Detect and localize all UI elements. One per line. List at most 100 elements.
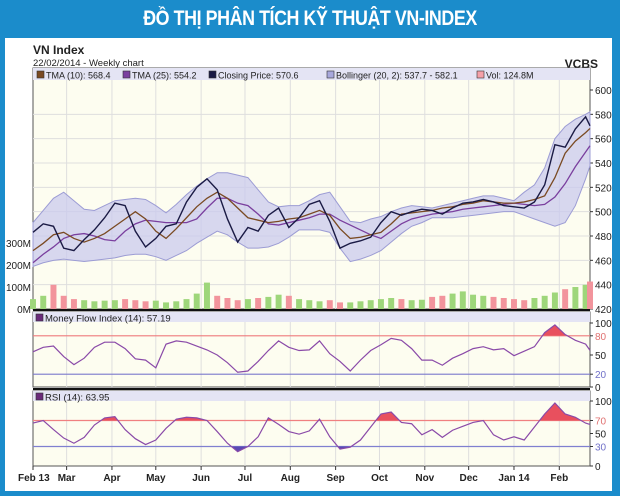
price-tick-label: 560 [595,135,612,146]
mfi-tick-label: 100 [595,319,612,330]
price-tick-label: 500 [595,208,612,219]
x-tick-label: Mar [58,473,76,484]
x-tick-label: Nov [415,473,434,484]
volume-bar [418,299,425,309]
price-tick-label: 520 [595,183,612,194]
volume-bar [30,299,36,309]
volume-bar [357,301,364,309]
legend-swatch [326,70,335,79]
rsi-line [32,402,591,453]
volume-bar [521,300,528,309]
price-tick-label: 420 [595,305,612,316]
mfi-tick-label: 50 [595,351,607,362]
volume-bar [224,298,231,309]
volume-bar [562,289,569,309]
volume-bar [111,300,118,309]
legend-bar [33,68,590,80]
rsi-tick-label: 70 [595,417,607,428]
volume-bar [541,295,548,309]
rsi-tick-label: 100 [595,397,612,408]
volume-bar [500,298,507,309]
volume-bar [408,300,415,309]
volume-bar [132,300,139,309]
volume-bar [367,300,374,309]
volume-bar [244,299,251,309]
rsi-header-bar [33,391,590,401]
rsi-legend-label: RSI (14): 63.95 [45,393,109,404]
volume-bar [316,301,323,309]
legend-swatch [122,70,131,79]
volume-bar [40,295,47,309]
legend-label: TMA (10): 568.4 [46,71,111,81]
volume-bar [587,281,593,309]
volume-bar [193,293,200,309]
x-tick-label: Jun [192,473,210,484]
volume-bar [163,302,170,309]
volume-tick-label: 100M [6,283,31,294]
price-tick-label: 540 [595,159,612,170]
x-tick-label: Feb [550,473,568,484]
volume-bar [122,299,129,309]
rsi-tick-label: 0 [595,462,601,473]
volume-bar [480,295,487,309]
price-tick-label: 480 [595,232,612,243]
volume-bar [429,296,436,309]
volume-bar [439,295,446,309]
x-tick-label: Oct [371,473,388,484]
volume-bar [255,298,262,309]
legend-swatch [36,70,45,79]
volume-bar [510,299,517,309]
price-tick-label: 580 [595,110,612,121]
x-tick-label: Dec [459,473,478,484]
x-tick-label: Feb 13 [18,473,50,484]
volume-bar [183,299,190,309]
legend-label: Vol: 124.8M [486,71,534,81]
mfi-tick-label: 80 [595,332,607,343]
volume-bar [50,284,57,309]
volume-bar [470,294,477,309]
volume-bar [531,298,538,309]
volume-bar [490,296,497,309]
volume-bar [60,295,67,309]
mfi-tick-label: 20 [595,370,607,381]
page-title: ĐỒ THỊ PHÂN TÍCH KỸ THUẬT VN-INDEX [143,7,477,30]
volume-tick-label: 200M [6,261,31,272]
volume-bar [91,301,98,309]
legend-label: Closing Price: 570.6 [218,71,299,81]
volume-bar [152,300,159,309]
volume-bar [296,299,303,309]
x-tick-label: Sep [326,473,344,484]
chart-title: VN Index [33,43,85,57]
volume-bar [173,301,180,309]
volume-bar [142,301,149,309]
volume-bar [234,300,241,309]
legend-swatch [208,70,217,79]
legend-label: Bollinger (20, 2): 537.7 - 582.1 [336,71,458,81]
rsi-tick-label: 50 [595,430,607,441]
volume-bar [70,299,77,309]
x-tick-label: Aug [281,473,300,484]
volume-bar [459,291,466,309]
volume-bar [377,299,384,309]
bollinger-band [32,110,591,268]
volume-bar [306,300,313,309]
mfi-legend-swatch [35,313,44,322]
x-tick-label: Apr [103,473,120,484]
price-tick-label: 440 [595,281,612,292]
rsi-tick-label: 30 [595,443,607,454]
tma-10-line [32,127,591,252]
volume-bar [388,298,395,309]
volume-bar [81,300,88,309]
volume-bar [572,287,579,309]
volume-bar [449,293,456,309]
price-tick-label: 600 [595,86,612,97]
closing-price-line [32,115,591,252]
price-tick-label: 460 [595,256,612,267]
volume-bar [551,292,558,309]
volume-bar [582,284,589,309]
legend-swatch [476,70,485,79]
volume-bar [285,295,292,309]
volume-bar [275,294,282,309]
